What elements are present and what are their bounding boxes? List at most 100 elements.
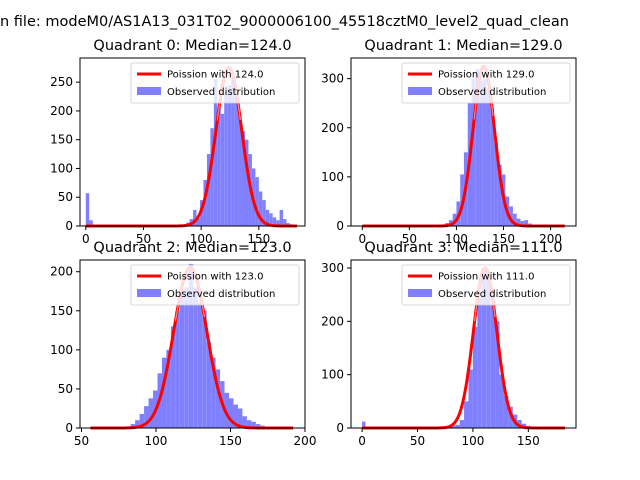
histogram-bar <box>490 108 495 226</box>
histogram-bar <box>459 420 465 428</box>
histogram-bar <box>276 220 280 226</box>
histogram-bar <box>283 219 287 226</box>
histogram-bar <box>238 113 242 226</box>
histogram-bar <box>455 424 460 428</box>
legend-entry-observed: Observed distribution <box>167 289 275 300</box>
x-tick-label: 50 <box>136 232 151 246</box>
histogram-bar <box>490 305 496 428</box>
histogram-bar <box>471 78 476 226</box>
y-tick-label: 300 <box>321 261 344 275</box>
histogram-bar <box>452 213 457 226</box>
quadrant-3-subplot: 0 50 100 150 0 100 200 300 Quadrant 3: Median=11… <box>321 240 577 448</box>
histogram-bar <box>220 113 225 226</box>
histogram-bar <box>179 291 185 428</box>
subplot-title: Quadrant 0: Median=124.0 <box>93 38 291 54</box>
legend-entry-observed: Observed distribution <box>167 87 275 98</box>
histogram-bar <box>206 342 212 428</box>
histogram-bar <box>241 131 245 226</box>
y-tick-label: 0 <box>65 219 73 233</box>
histogram-bar <box>193 209 197 226</box>
x-tick-label: 50 <box>402 232 417 246</box>
histogram-bar <box>193 287 198 428</box>
y-tick-label: 200 <box>50 265 73 279</box>
histogram-bar <box>477 297 482 428</box>
histogram-series <box>126 263 265 428</box>
y-tick-label: 200 <box>321 121 344 135</box>
legend-entry-poisson: Poission with 123.0 <box>167 272 263 283</box>
x-tick-label: 50 <box>410 434 425 448</box>
histogram-bar <box>245 139 249 226</box>
histogram-bar <box>242 416 247 428</box>
histogram-bar <box>175 310 180 428</box>
histogram-bar <box>517 420 522 428</box>
histogram-bar <box>135 420 140 428</box>
histogram-bar <box>479 81 483 226</box>
histogram-bar <box>144 406 149 428</box>
y-tick-label: 150 <box>50 304 73 318</box>
y-tick-label: 200 <box>321 314 344 328</box>
x-tick-label: 200 <box>539 232 562 246</box>
histogram-bar <box>200 200 204 226</box>
histogram-bar <box>255 424 261 428</box>
legend-entry-observed: Observed distribution <box>438 289 546 300</box>
histogram-bar <box>166 349 171 428</box>
x-tick-label: 100 <box>461 434 484 448</box>
x-tick-label: 50 <box>74 434 89 448</box>
histogram-bar <box>197 302 203 428</box>
histogram-bar <box>524 220 528 226</box>
histogram-bar <box>237 408 243 428</box>
histogram-bar <box>486 88 491 226</box>
histogram-bar <box>211 357 216 428</box>
subplot-title: Quadrant 1: Median=129.0 <box>364 38 562 54</box>
x-tick-label: 150 <box>219 434 242 448</box>
subplot-title: Quadrant 2: Median=123.0 <box>93 240 291 256</box>
histogram-bar <box>482 78 487 226</box>
y-tick-label: 150 <box>50 133 73 147</box>
histogram-bar <box>494 142 498 226</box>
x-tick-label: 150 <box>492 232 515 246</box>
x-tick-label: 0 <box>358 434 366 448</box>
histogram-bar <box>188 263 194 428</box>
histogram-bar <box>213 79 218 226</box>
histogram-bar <box>509 206 513 226</box>
histogram-bar <box>279 209 284 226</box>
y-tick-label: 50 <box>58 190 73 204</box>
histogram-bar <box>184 287 189 428</box>
y-tick-label: 50 <box>58 382 73 396</box>
histogram-bar <box>89 220 93 226</box>
legend: Poission with 124.0 Observed distribution <box>130 62 300 104</box>
y-tick-label: 100 <box>321 170 344 184</box>
histogram-bar <box>472 326 478 428</box>
axes-frame <box>350 259 577 429</box>
y-tick-label: 0 <box>65 421 73 435</box>
histogram-bar <box>255 177 259 226</box>
legend-patch-swatch <box>408 87 432 95</box>
legend-patch-swatch <box>137 87 161 95</box>
histogram-bar <box>497 164 502 226</box>
histogram-bar <box>450 425 456 428</box>
histogram-bar <box>265 209 270 226</box>
histogram-bar <box>229 398 234 428</box>
x-tick-label: 0 <box>82 232 90 246</box>
histogram-bar <box>262 200 266 226</box>
legend-patch-swatch <box>408 289 432 297</box>
histogram-bar <box>269 213 273 226</box>
histogram-bar <box>202 310 207 428</box>
histogram-bar <box>231 79 235 226</box>
subplot-title: Quadrant 3: Median=111.0 <box>364 240 562 256</box>
histogram-bar <box>512 213 517 226</box>
histogram-bar <box>161 357 167 428</box>
x-tick-label: 200 <box>294 434 317 448</box>
figure-suptitle: n file: modeM0/AS1A13_031T02_9000006100_… <box>0 14 569 30</box>
x-tick-label: 150 <box>517 434 540 448</box>
histogram-bar <box>170 326 176 428</box>
legend-entry-observed: Observed distribution <box>438 87 546 98</box>
histogram-bar <box>272 217 277 226</box>
legend-patch-swatch <box>137 289 161 297</box>
histogram-bar <box>227 85 232 226</box>
histogram-bar <box>495 321 500 428</box>
histogram-bar <box>196 217 200 226</box>
histogram-bar <box>203 179 207 226</box>
histogram-bar <box>210 128 214 226</box>
axes-frame <box>79 57 306 227</box>
